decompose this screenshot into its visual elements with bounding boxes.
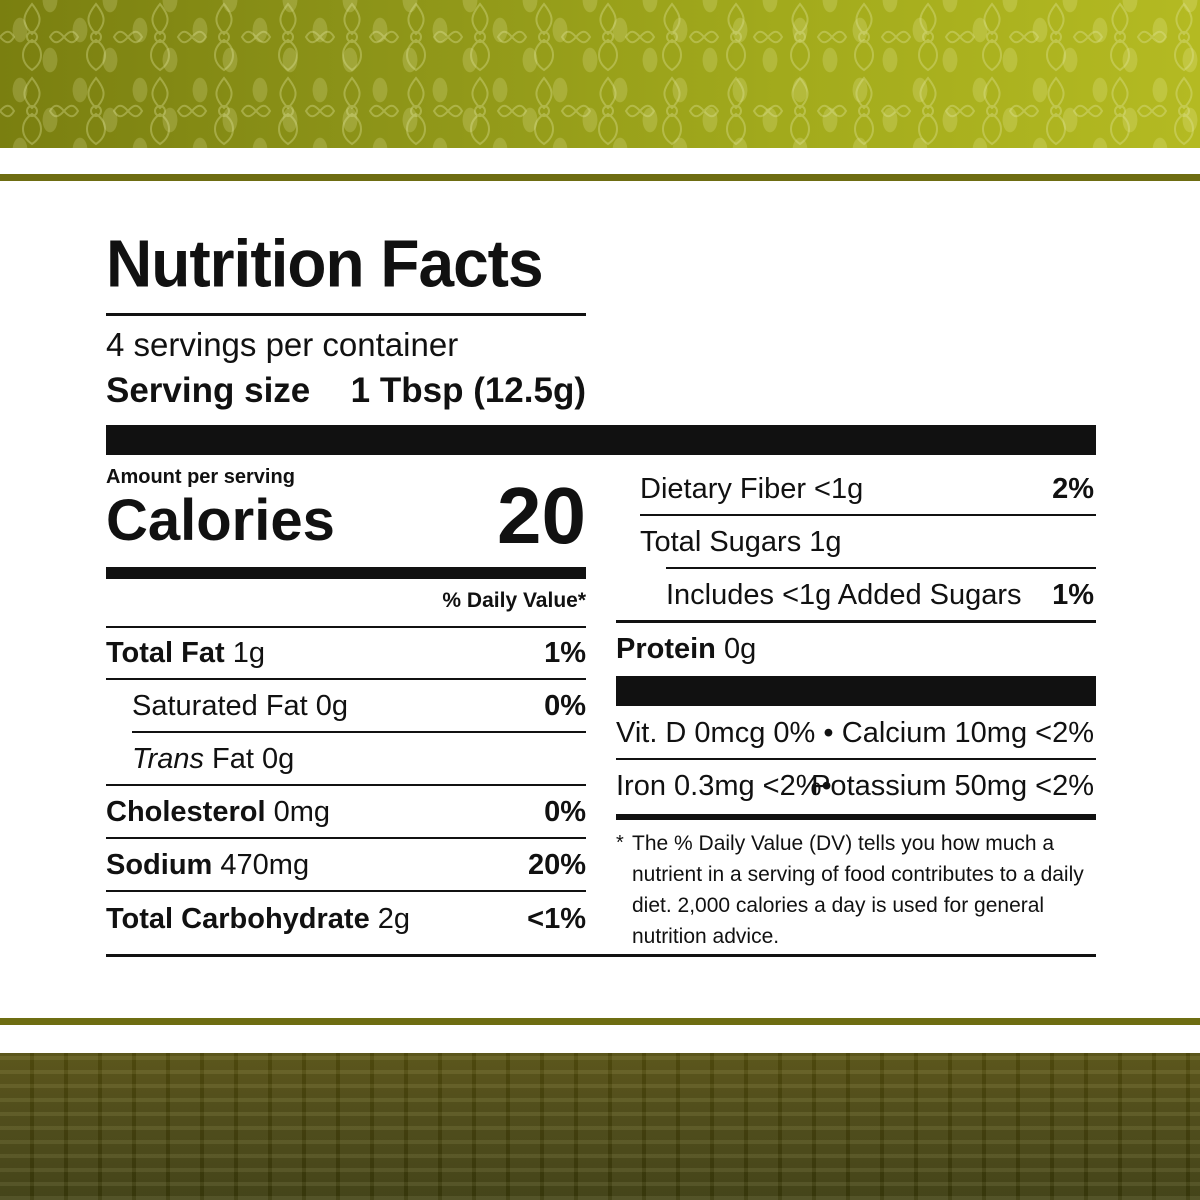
- calories-divider: [106, 567, 586, 579]
- divider: [616, 620, 1096, 623]
- divider: [106, 890, 586, 892]
- nutrient-amount: Fat 0g: [203, 743, 295, 775]
- daily-value-header: % Daily Value*: [442, 589, 586, 612]
- nutrient-row-sodium: Sodium 470mg 20%: [106, 839, 586, 891]
- nutrient-dv: 20%: [527, 849, 586, 881]
- divider: [106, 678, 586, 680]
- serving-size-label: Serving size: [106, 371, 311, 410]
- nutrient-row-dietary-fiber: Dietary Fiber <1g 2%: [640, 463, 1094, 515]
- nutrient-amount: 0mg: [265, 796, 331, 828]
- nutrient-name: Cholesterol: [106, 796, 266, 828]
- nutrient-dv: 2%: [1052, 473, 1094, 505]
- footnote-mark: *: [616, 832, 624, 854]
- nutrient-amount: Dietary Fiber <1g: [640, 473, 864, 505]
- nutrient-name: Sodium: [106, 849, 213, 881]
- nutrient-dv: 0%: [544, 690, 586, 722]
- nutrient-row-trans-fat: Trans Fat 0g: [132, 733, 586, 785]
- divider: [666, 567, 1096, 569]
- amount-per-serving: Amount per serving: [106, 466, 295, 488]
- divider: [616, 758, 1096, 760]
- damask-pattern: [0, 0, 1200, 148]
- vitamin-left: Iron 0.3mg <2%•: [616, 770, 832, 802]
- section-divider-thick: [106, 425, 1096, 455]
- nutrient-row-total-fat: Total Fat 1g 1%: [106, 627, 586, 679]
- divider: [106, 837, 586, 839]
- nutrient-row-cholesterol: Cholesterol 0mg 0%: [106, 786, 586, 838]
- vitamin-row: Iron 0.3mg <2%• Potassium 50mg <2%: [616, 761, 1094, 811]
- divider: [106, 626, 586, 628]
- section-divider-thick: [616, 676, 1096, 706]
- nutrient-row-protein: Protein 0g: [616, 623, 1094, 675]
- nutrient-amount: Includes <1g Added Sugars: [666, 579, 1022, 611]
- nutrient-row-added-sugars: Includes <1g Added Sugars 1%: [666, 569, 1094, 621]
- divider: [106, 784, 586, 786]
- divider-thick: [616, 814, 1096, 820]
- vitamin-right: Calcium 10mg <2%: [841, 717, 1094, 749]
- calories-value: 20: [497, 471, 586, 560]
- title-divider: [106, 313, 586, 316]
- nutrient-amount: 1g: [224, 637, 266, 669]
- nutrient-name: Total Carbohydrate: [106, 903, 370, 935]
- top-rule: [0, 174, 1200, 181]
- nutrient-amount: Total Sugars 1g: [640, 526, 842, 558]
- nutrient-amount: 2g: [369, 903, 411, 935]
- nutrient-name: Trans: [132, 743, 204, 775]
- divider: [132, 731, 586, 733]
- nutrient-dv: 0%: [544, 796, 586, 828]
- label-bottom-rule: [106, 954, 1096, 957]
- divider: [640, 514, 1096, 516]
- vitamin-left: Vit. D 0mcg 0% •: [616, 717, 834, 749]
- bottom-rule: [0, 1018, 1200, 1025]
- nutrient-amount: 470mg: [212, 849, 310, 881]
- nutrient-amount: 0g: [715, 633, 757, 665]
- serving-size: Serving size 1 Tbsp (12.5g): [106, 371, 586, 411]
- vitamin-row: Vit. D 0mcg 0% • Calcium 10mg <2%: [616, 708, 1094, 758]
- servings-per-container: 4 servings per container: [106, 326, 459, 363]
- nutrient-row-total-sugars: Total Sugars 1g: [640, 516, 1094, 568]
- nutrient-name: Protein: [616, 633, 716, 665]
- footnote: The % Daily Value (DV) tells you how muc…: [632, 832, 1084, 948]
- bottom-decorative-band: [0, 1053, 1200, 1200]
- page-title: Nutrition Facts: [106, 225, 544, 302]
- serving-size-value: 1 Tbsp (12.5g): [350, 371, 586, 410]
- nutrient-name: Total Fat: [106, 637, 225, 669]
- vitamin-right: Potassium 50mg <2%: [811, 770, 1094, 802]
- nutrient-dv: 1%: [544, 637, 586, 669]
- nutrient-row-saturated-fat: Saturated Fat 0g 0%: [132, 680, 586, 732]
- calories-label: Calories: [106, 488, 335, 553]
- nutrient-dv: <1%: [527, 903, 586, 935]
- nutrient-amount: Saturated Fat 0g: [132, 690, 349, 722]
- nutrient-row-total-carbohydrate: Total Carbohydrate 2g <1%: [106, 893, 586, 945]
- nutrient-dv: 1%: [1052, 579, 1094, 611]
